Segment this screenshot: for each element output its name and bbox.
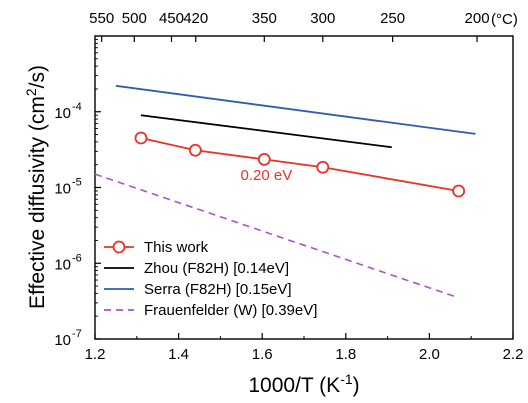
y-axis-title-main: Effective diffusivity (cm (26, 96, 49, 309)
top-tick-label-2: 450 (159, 10, 184, 27)
legend-marker-0 (112, 240, 126, 254)
data-point (452, 184, 466, 198)
top-tick-label-7: 200 (465, 10, 490, 27)
x-axis-title: 1000/T (K-1) (248, 371, 359, 397)
legend-label-1: Zhou (F82H) [0.14eV] (144, 260, 289, 277)
top-tick-label-0: 550 (89, 10, 114, 27)
series-line-1 (140, 114, 392, 149)
x-tick-label-2: 1.6 (252, 346, 273, 363)
x-tick-label-1: 1.4 (168, 346, 189, 363)
data-point (316, 160, 330, 174)
annotation-0: 0.20 eV (241, 167, 293, 184)
y-tick-exp-1: -6 (72, 252, 82, 264)
y-axis-title: Effective diffusivity (cm2/s) (23, 65, 49, 309)
top-tick-label-4: 350 (252, 10, 277, 27)
top-tick-label-3: 420 (183, 10, 208, 27)
x-tick-label-5: 2.2 (503, 346, 524, 363)
series-line-2 (115, 84, 476, 135)
x-tick-label-0: 1.2 (85, 346, 106, 363)
x-axis-title-sup: -1 (340, 371, 353, 387)
top-tick-label-5: 300 (310, 10, 335, 27)
y-tick-exp-0: -7 (72, 328, 82, 340)
y-axis-title-sup: 2 (23, 88, 39, 96)
x-axis-title-main: 1000/T (K (248, 374, 340, 397)
legend-label-0: This work (144, 239, 209, 256)
y-tick-label-2: 10 (54, 181, 71, 198)
y-tick-exp-3: -4 (72, 101, 82, 113)
annotation-layer: 0.20 eV (241, 167, 293, 184)
data-point (257, 152, 271, 166)
top-axis-unit-label: (°C) (491, 11, 518, 28)
data-point (188, 143, 202, 157)
legend-label-3: Frauenfelder (W) [0.39eV] (144, 302, 317, 319)
legend: This work Zhou (F82H) [0.14eV] Serra (F82H… (104, 239, 317, 319)
x-tick-label-3: 1.8 (335, 346, 356, 363)
y-axis-title-suffix: /s) (26, 65, 49, 88)
data-point (134, 131, 148, 145)
y-tick-exp-2: -5 (72, 177, 82, 189)
legend-label-2: Serra (F82H) [0.15eV] (144, 281, 292, 298)
series-line-0 (140, 137, 459, 192)
series-layer (94, 84, 476, 299)
series-line-3 (94, 173, 459, 299)
x-tick-label-4: 2.0 (419, 346, 440, 363)
top-tick-label-6: 250 (380, 10, 405, 27)
x-axis-title-suffix: ) (353, 374, 360, 397)
y-tick-label-3: 10 (54, 105, 71, 122)
y-tick-label-1: 10 (54, 256, 71, 273)
top-tick-label-1: 500 (122, 10, 147, 27)
y-tick-label-0: 10 (54, 332, 71, 349)
